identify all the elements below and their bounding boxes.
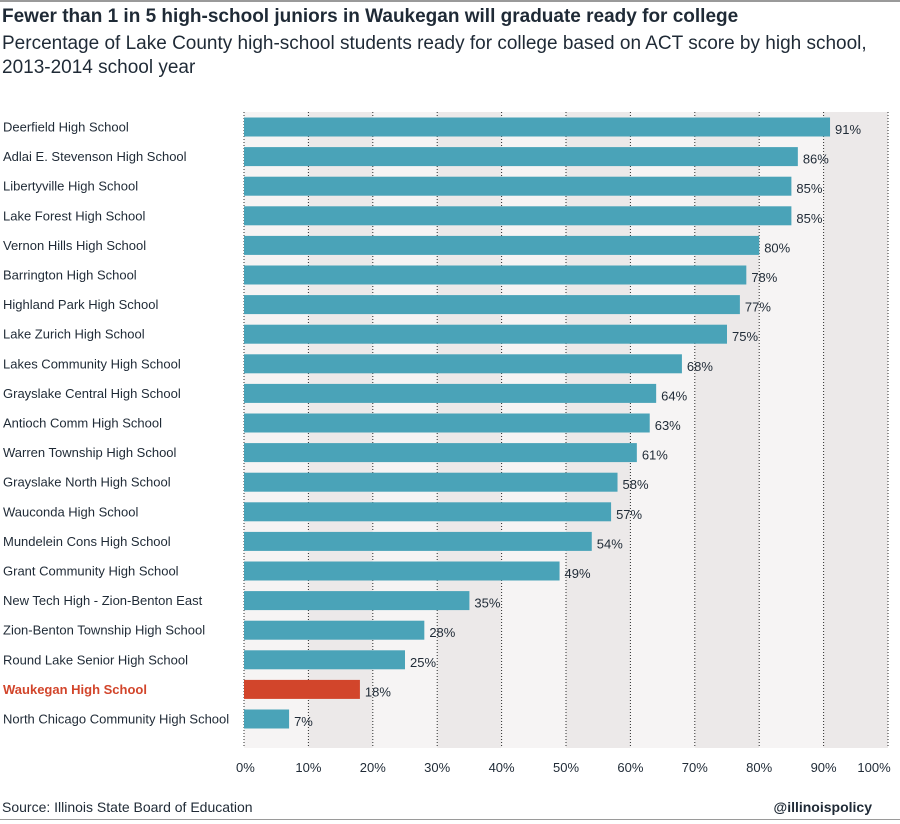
bar-chart: Deerfield High School 91% Adlai E. Stevens… xyxy=(3,112,891,775)
value-label: 25% xyxy=(410,655,436,670)
category-label: Highland Park High School xyxy=(3,297,158,312)
value-label: 28% xyxy=(429,625,455,640)
chart-title: Fewer than 1 in 5 high-school juniors in… xyxy=(2,6,739,27)
category-label: Barrington High School xyxy=(3,268,137,283)
x-tick-label: 40% xyxy=(489,760,515,775)
category-label: North Chicago Community High School xyxy=(3,712,229,727)
bar xyxy=(244,561,560,581)
value-label: 57% xyxy=(616,507,642,522)
bar xyxy=(244,265,747,285)
value-label: 68% xyxy=(687,359,713,374)
x-tick-label: 20% xyxy=(360,760,386,775)
x-tick-label: 100% xyxy=(857,760,891,775)
value-label: 75% xyxy=(732,329,758,344)
twitter-handle[interactable]: @illinoispolicy xyxy=(773,799,872,815)
category-label: Grayslake North High School xyxy=(3,475,171,490)
value-label: 49% xyxy=(565,566,591,581)
x-tick-label: 0% xyxy=(236,760,255,775)
bar xyxy=(244,472,618,492)
category-label: Lakes Community High School xyxy=(3,356,181,371)
category-label: Mundelein Cons High School xyxy=(3,534,171,549)
value-label: 64% xyxy=(661,388,687,403)
value-label: 35% xyxy=(474,596,500,611)
bar xyxy=(244,117,831,137)
value-label: 77% xyxy=(745,300,771,315)
bar xyxy=(244,591,470,611)
bar xyxy=(244,383,657,403)
x-tick-label: 60% xyxy=(617,760,643,775)
value-label: 85% xyxy=(796,181,822,196)
x-tick-label: 70% xyxy=(682,760,708,775)
bar xyxy=(244,531,592,551)
category-label: Waukegan High School xyxy=(3,682,147,697)
bar xyxy=(244,235,760,255)
bar xyxy=(244,502,612,522)
bar xyxy=(244,324,727,344)
value-label: 91% xyxy=(835,122,861,137)
bar xyxy=(244,147,798,167)
value-label: 86% xyxy=(803,152,829,167)
bar xyxy=(244,176,792,196)
x-tick-label: 10% xyxy=(295,760,321,775)
category-label: Warren Township High School xyxy=(3,445,177,460)
category-label: Libertyville High School xyxy=(3,179,138,194)
category-label: Deerfield High School xyxy=(3,120,129,135)
category-label: Grayslake Central High School xyxy=(3,386,181,401)
value-label: 80% xyxy=(764,240,790,255)
bar xyxy=(244,413,650,433)
value-label: 18% xyxy=(365,684,391,699)
category-label: Antioch Comm High School xyxy=(3,416,162,431)
category-label: Zion-Benton Township High School xyxy=(3,623,205,638)
bar xyxy=(244,709,290,729)
category-label: Round Lake Senior High School xyxy=(3,652,188,667)
value-label: 61% xyxy=(642,448,668,463)
x-tick-label: 30% xyxy=(424,760,450,775)
bar xyxy=(244,206,792,226)
category-label: Lake Zurich High School xyxy=(3,327,145,342)
background-band xyxy=(823,112,888,748)
category-label: Wauconda High School xyxy=(3,504,138,519)
bar xyxy=(244,443,637,463)
category-label: Vernon Hills High School xyxy=(3,238,146,253)
bar xyxy=(244,679,360,699)
chart-subtitle: Percentage of Lake County high-school st… xyxy=(2,33,867,78)
value-label: 78% xyxy=(751,270,777,285)
category-label: Grant Community High School xyxy=(3,564,179,579)
value-label: 58% xyxy=(623,477,649,492)
top-rule xyxy=(0,0,900,2)
value-label: 63% xyxy=(655,418,681,433)
bar xyxy=(244,650,405,670)
bar xyxy=(244,620,425,640)
value-label: 54% xyxy=(597,536,623,551)
category-label: Adlai E. Stevenson High School xyxy=(3,149,187,164)
footer-rule xyxy=(0,819,900,820)
value-label: 85% xyxy=(796,211,822,226)
source-note: Source: Illinois State Board of Educatio… xyxy=(2,799,253,815)
value-label: 7% xyxy=(294,714,313,729)
category-label: New Tech High - Zion-Benton East xyxy=(3,593,203,608)
x-tick-label: 50% xyxy=(553,760,579,775)
x-tick-label: 90% xyxy=(811,760,837,775)
bar xyxy=(244,295,740,315)
category-label: Lake Forest High School xyxy=(3,208,145,223)
bar xyxy=(244,354,682,374)
x-tick-label: 80% xyxy=(746,760,772,775)
